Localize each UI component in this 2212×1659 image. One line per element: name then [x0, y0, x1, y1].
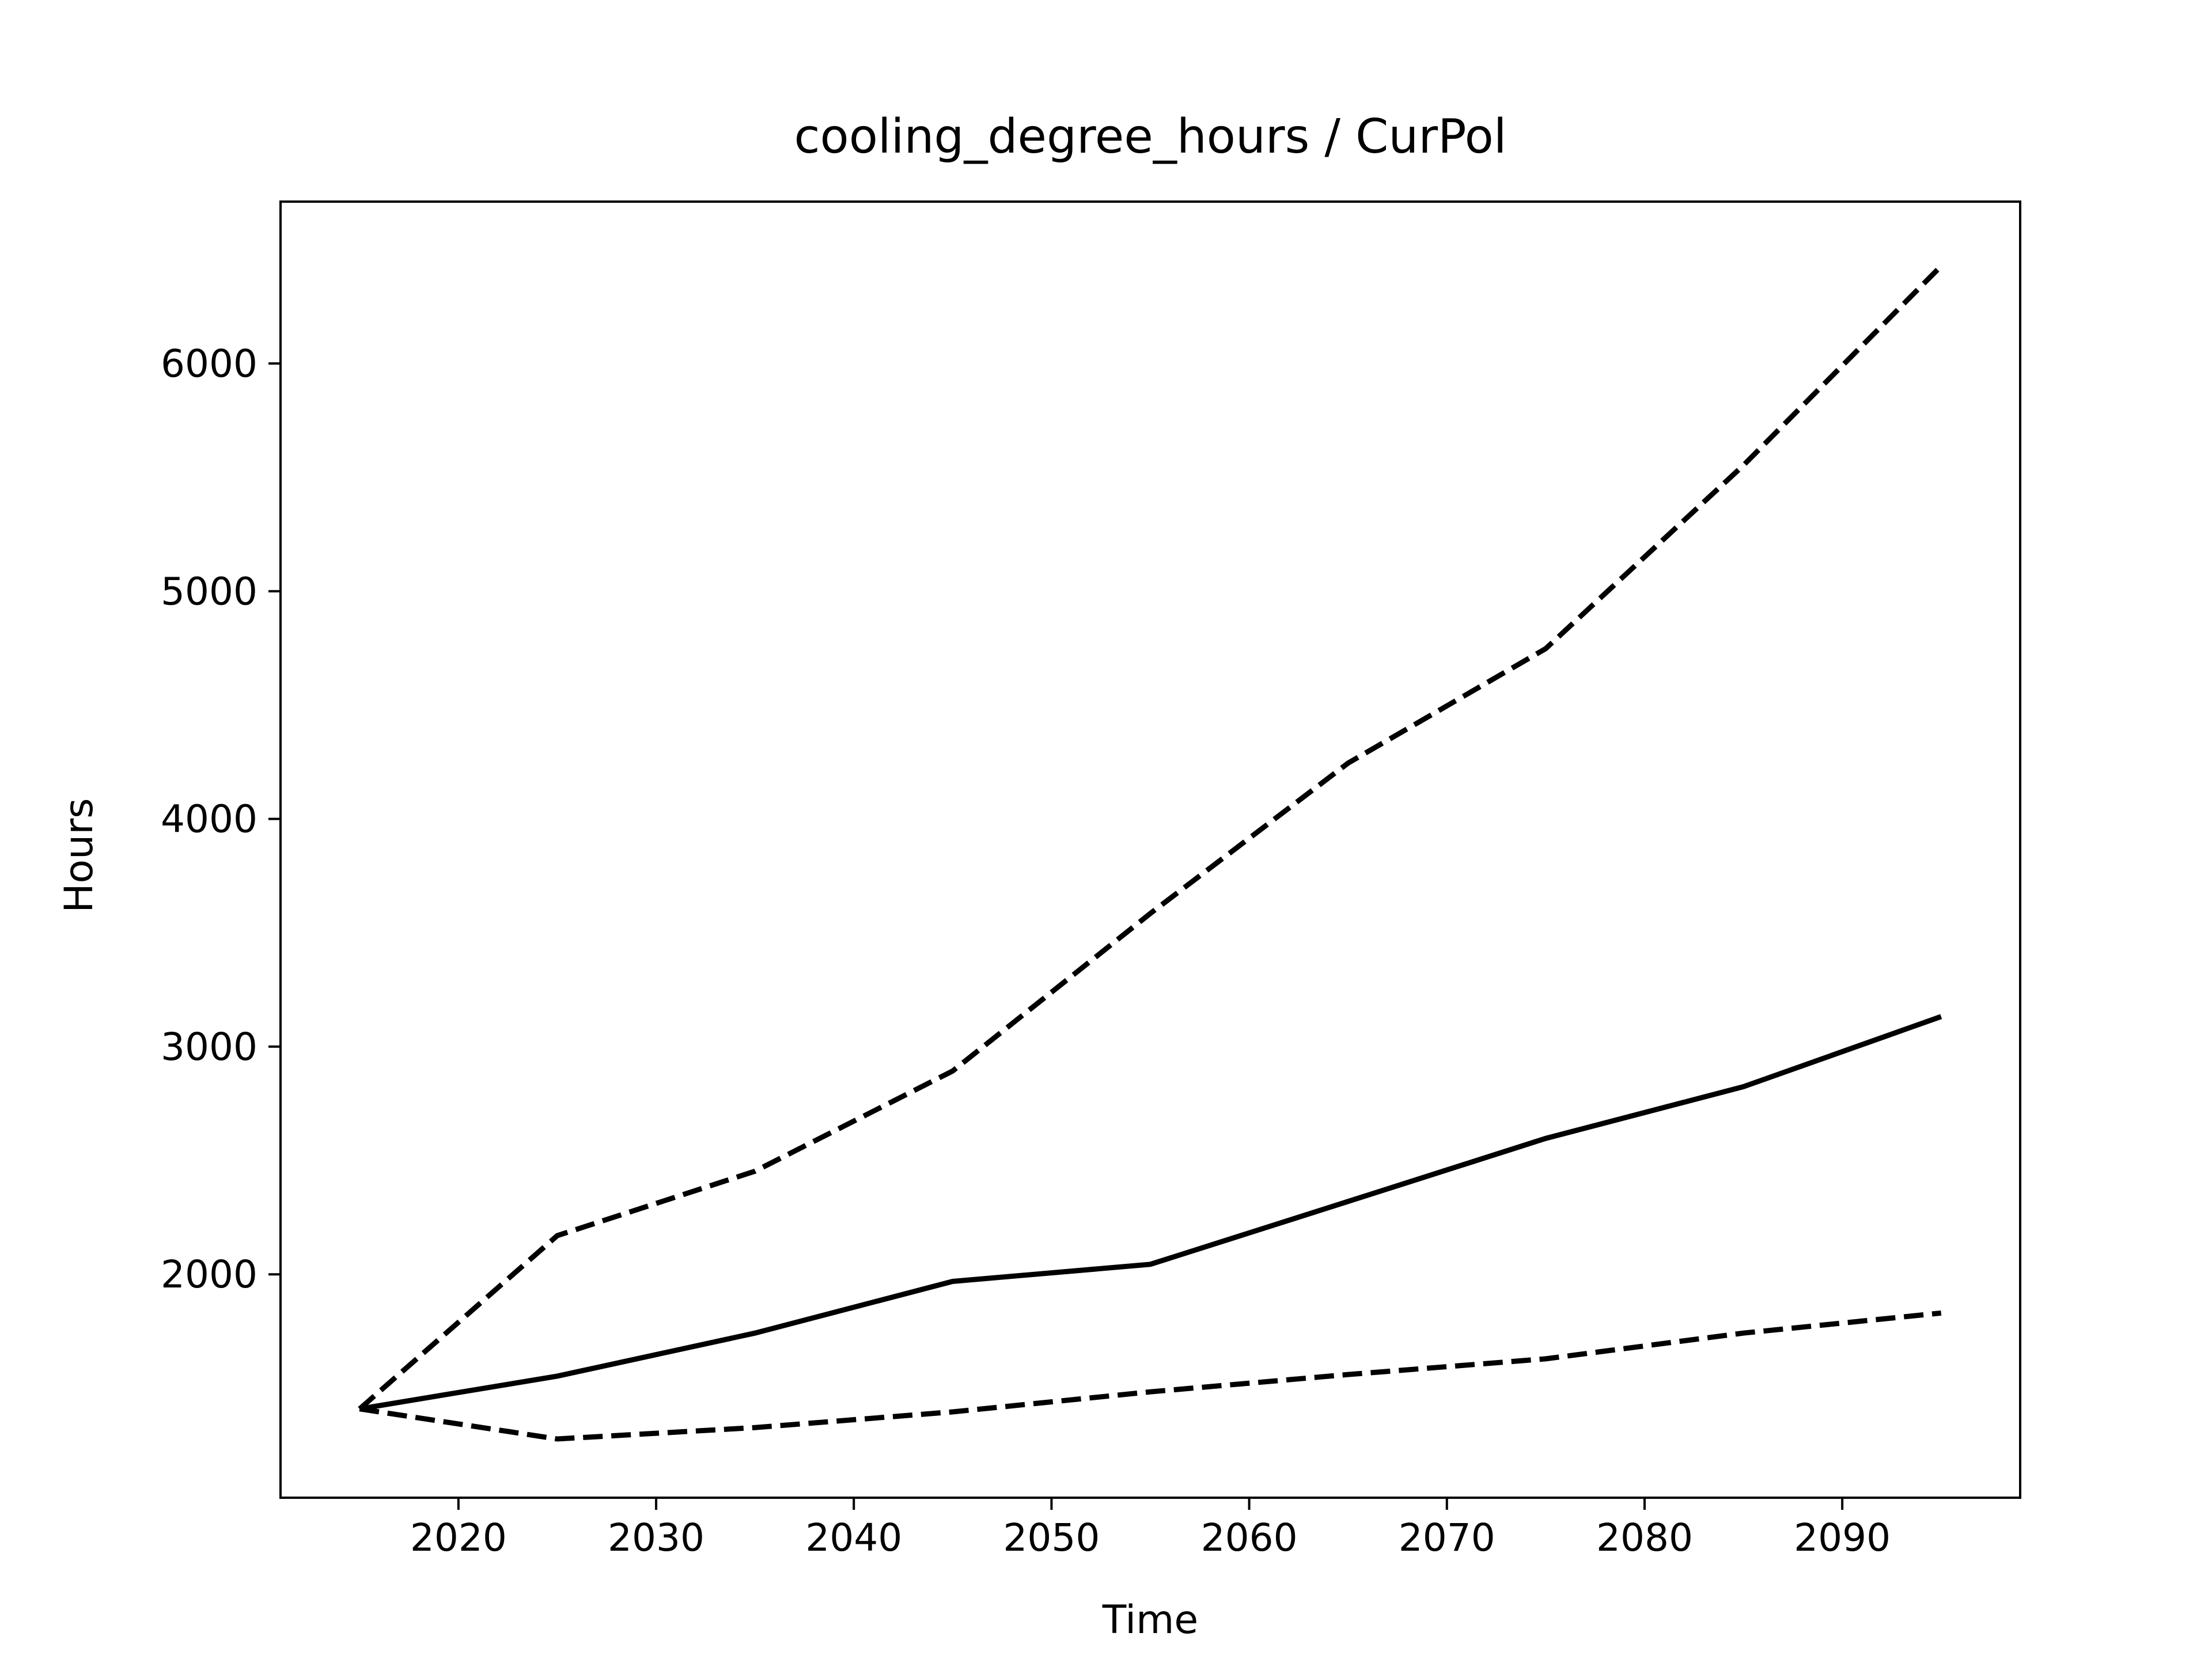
x-tick-label: 2040 — [805, 1516, 902, 1560]
y-tick-label: 5000 — [161, 569, 257, 613]
y-tick-label: 4000 — [161, 797, 257, 842]
series-line — [358, 264, 1943, 1411]
y-tick-label: 2000 — [161, 1252, 257, 1297]
x-axis-label: Time — [1102, 1597, 1198, 1643]
x-tick-label: 2020 — [410, 1516, 507, 1560]
x-tick-label: 2060 — [1201, 1516, 1298, 1560]
plot-frame — [279, 200, 2021, 1499]
series-line — [359, 1014, 1942, 1412]
x-tick-label: 2050 — [1003, 1516, 1100, 1560]
chart-title: cooling_degree_hours / CurPol — [794, 109, 1506, 164]
x-tick-label: 2070 — [1399, 1516, 1495, 1560]
y-axis-label: Hours — [56, 798, 102, 912]
x-tick-label: 2090 — [1794, 1516, 1891, 1560]
x-tick-label: 2080 — [1596, 1516, 1693, 1560]
y-tick-label: 3000 — [161, 1025, 257, 1069]
series-line — [359, 1310, 1942, 1442]
x-tick-label: 2030 — [608, 1516, 704, 1560]
y-tick-label: 6000 — [161, 342, 257, 386]
